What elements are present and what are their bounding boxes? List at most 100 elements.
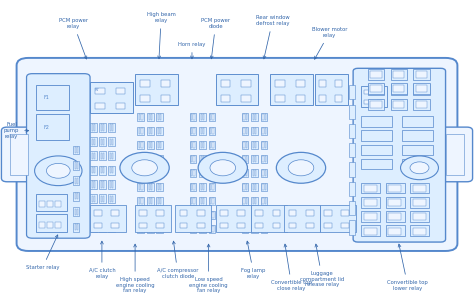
Bar [103, 139, 104, 145]
Bar [416, 101, 427, 108]
Bar [243, 226, 245, 232]
Bar [139, 223, 147, 228]
Bar [255, 210, 264, 216]
Bar [101, 153, 102, 159]
Bar [139, 156, 140, 162]
Bar [94, 223, 102, 228]
Bar [90, 194, 97, 203]
Bar [393, 101, 404, 108]
Bar [94, 224, 95, 230]
Bar [315, 74, 348, 105]
Bar [377, 100, 383, 105]
Bar [160, 114, 162, 120]
Bar [264, 184, 266, 190]
Bar [110, 195, 111, 202]
Bar [203, 156, 204, 162]
Bar [36, 214, 67, 232]
Bar [112, 195, 113, 202]
Bar [139, 198, 140, 204]
Bar [140, 95, 150, 102]
Bar [151, 198, 152, 204]
Bar [92, 139, 93, 145]
Bar [156, 113, 163, 121]
Bar [191, 226, 192, 232]
Bar [243, 212, 245, 218]
Bar [393, 86, 404, 93]
Bar [137, 141, 144, 149]
Bar [156, 225, 163, 233]
Bar [112, 181, 113, 188]
Bar [416, 71, 427, 78]
Bar [296, 80, 305, 87]
Bar [209, 225, 215, 233]
Bar [73, 146, 79, 154]
Bar [210, 170, 211, 176]
Bar [243, 142, 245, 148]
Bar [137, 183, 144, 191]
Bar [212, 114, 214, 120]
Bar [94, 181, 95, 188]
Bar [158, 184, 159, 190]
Text: Fuel
pump
relay: Fuel pump relay [4, 122, 28, 139]
Bar [110, 167, 111, 173]
Bar [103, 195, 104, 202]
Bar [262, 170, 264, 176]
Bar [137, 113, 144, 121]
Bar [220, 223, 228, 228]
Bar [255, 156, 256, 162]
Bar [112, 139, 113, 145]
Bar [99, 123, 106, 132]
FancyBboxPatch shape [27, 74, 90, 238]
Bar [90, 82, 133, 113]
Bar [148, 156, 150, 162]
Bar [92, 195, 93, 202]
Bar [319, 95, 327, 102]
Bar [180, 210, 188, 216]
Bar [349, 143, 355, 157]
Bar [402, 159, 433, 169]
Bar [221, 95, 230, 102]
Bar [386, 197, 405, 208]
Bar [388, 199, 401, 206]
Bar [141, 198, 143, 204]
Bar [193, 142, 195, 148]
Bar [264, 156, 266, 162]
Bar [391, 83, 407, 94]
Text: Luggage
compartment lid
release relay: Luggage compartment lid release relay [300, 244, 345, 287]
Bar [199, 113, 206, 121]
Bar [75, 224, 76, 230]
Text: Convertible top
close relay: Convertible top close relay [271, 244, 312, 290]
Bar [108, 123, 115, 132]
Bar [413, 185, 426, 192]
Bar [243, 184, 245, 190]
Bar [296, 95, 305, 102]
Bar [209, 113, 215, 121]
Bar [402, 130, 433, 141]
Bar [90, 208, 97, 217]
Bar [191, 128, 192, 134]
Bar [160, 128, 162, 134]
Bar [212, 212, 214, 218]
Bar [193, 114, 195, 120]
Bar [137, 225, 144, 233]
Bar [190, 141, 196, 149]
Bar [320, 205, 356, 232]
Text: High beam
relay: High beam relay [147, 12, 175, 59]
Bar [251, 141, 258, 149]
Bar [151, 114, 152, 120]
Bar [197, 223, 204, 228]
Bar [141, 212, 143, 218]
Bar [147, 113, 154, 121]
Bar [255, 212, 256, 218]
Bar [147, 141, 154, 149]
Bar [101, 124, 102, 131]
Bar [193, 170, 195, 176]
Bar [251, 225, 258, 233]
Circle shape [401, 156, 438, 180]
Bar [193, 156, 195, 162]
Bar [151, 156, 152, 162]
Bar [262, 226, 264, 232]
Bar [251, 113, 258, 121]
Bar [160, 170, 162, 176]
Bar [110, 210, 111, 216]
